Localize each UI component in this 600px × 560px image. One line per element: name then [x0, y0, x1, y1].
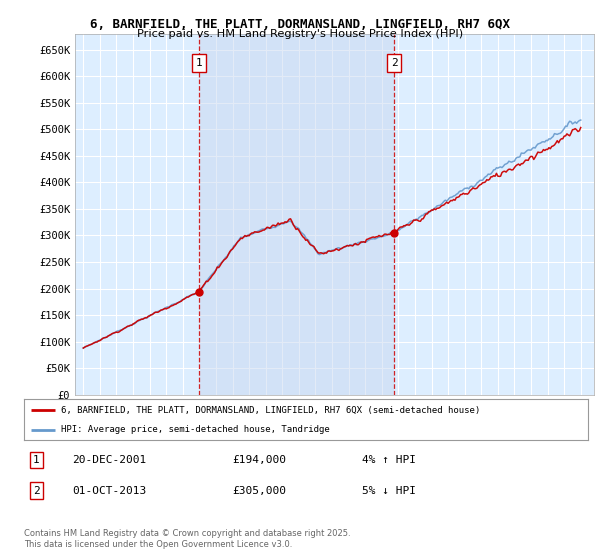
Text: 1: 1 [196, 58, 202, 68]
Text: Contains HM Land Registry data © Crown copyright and database right 2025.
This d: Contains HM Land Registry data © Crown c… [24, 529, 350, 549]
Bar [199, 34, 394, 395]
Text: 1: 1 [33, 455, 40, 465]
Text: HPI: Average price, semi-detached house, Tandridge: HPI: Average price, semi-detached house,… [61, 425, 329, 434]
Text: £194,000: £194,000 [233, 455, 287, 465]
Text: 2: 2 [33, 486, 40, 496]
Text: 2: 2 [391, 58, 398, 68]
Text: 6, BARNFIELD, THE PLATT, DORMANSLAND, LINGFIELD, RH7 6QX: 6, BARNFIELD, THE PLATT, DORMANSLAND, LI… [90, 18, 510, 31]
Text: 01-OCT-2013: 01-OCT-2013 [72, 486, 146, 496]
Text: Price paid vs. HM Land Registry's House Price Index (HPI): Price paid vs. HM Land Registry's House … [137, 29, 463, 39]
Text: 5% ↓ HPI: 5% ↓ HPI [362, 486, 416, 496]
Text: £305,000: £305,000 [233, 486, 287, 496]
Text: 6, BARNFIELD, THE PLATT, DORMANSLAND, LINGFIELD, RH7 6QX (semi-detached house): 6, BARNFIELD, THE PLATT, DORMANSLAND, LI… [61, 405, 480, 414]
Text: 4% ↑ HPI: 4% ↑ HPI [362, 455, 416, 465]
Text: 20-DEC-2001: 20-DEC-2001 [72, 455, 146, 465]
